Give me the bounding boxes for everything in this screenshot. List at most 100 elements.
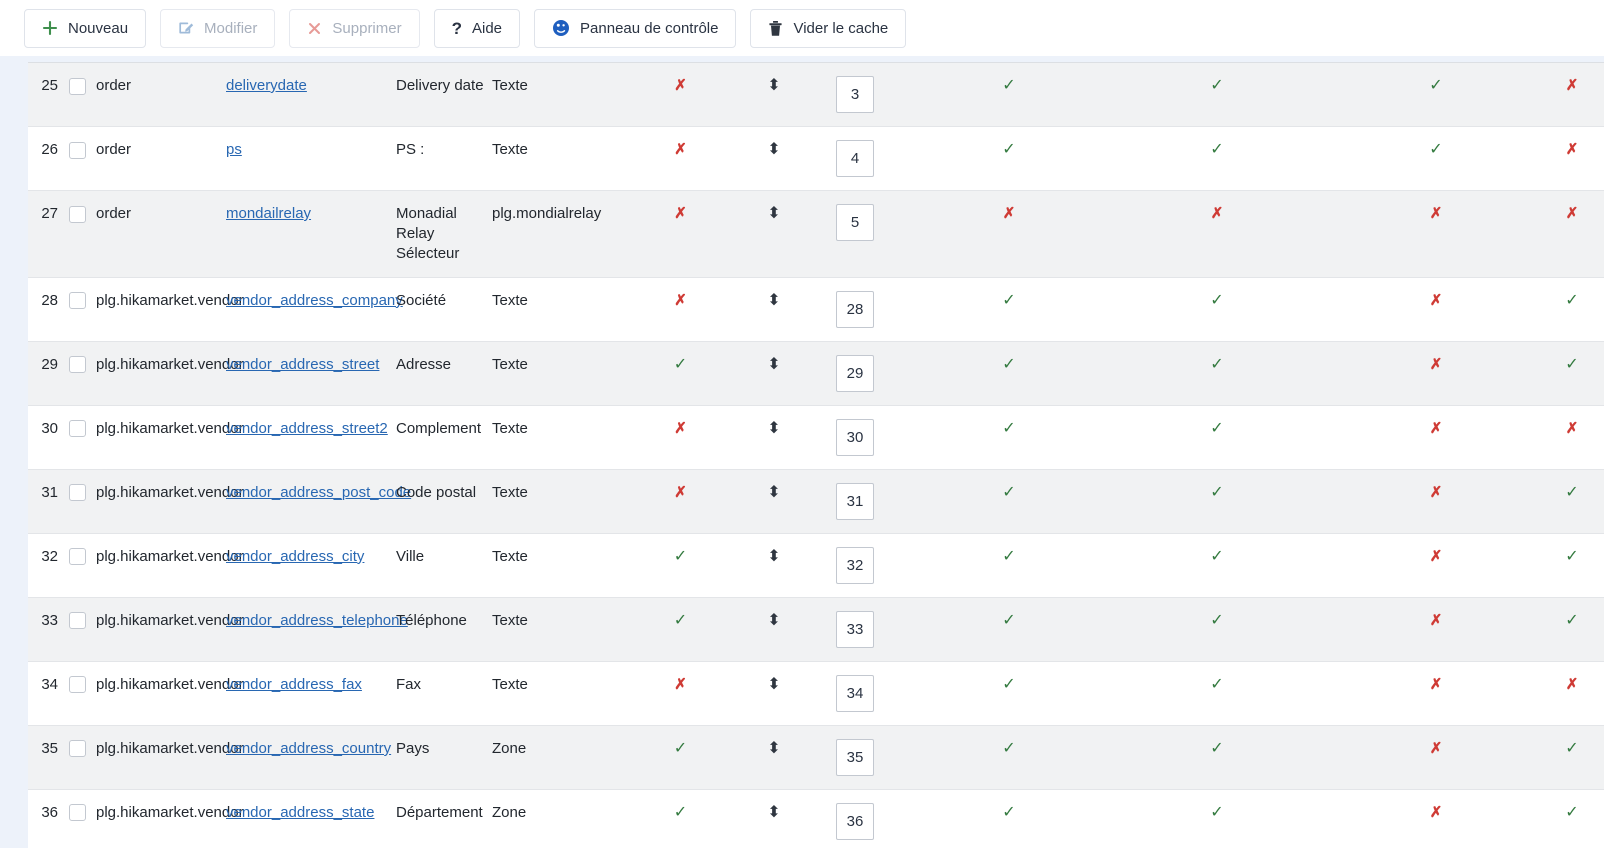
row-checkbox[interactable]	[68, 356, 86, 374]
order-value-input[interactable]: 31	[836, 482, 874, 520]
field-flag-c-cross-icon[interactable]: ✗	[1429, 205, 1443, 222]
row-checkbox[interactable]	[68, 141, 86, 159]
sort-updown-icon[interactable]: ⬍	[767, 737, 781, 757]
row-checkbox[interactable]	[68, 77, 86, 95]
row-checkbox[interactable]	[68, 420, 86, 438]
field-published-cross-icon[interactable]: ✗	[674, 483, 687, 501]
field-flag-a-tick-icon[interactable]: ✓	[1002, 483, 1016, 501]
sort-updown-icon[interactable]: ⬍	[767, 353, 781, 373]
field-flag-b-cross-icon[interactable]: ✗	[1210, 205, 1224, 222]
field-name-link[interactable]: vendor_address_city	[226, 547, 365, 565]
row-checkbox[interactable]	[68, 205, 86, 223]
field-flag-c-cross-icon[interactable]: ✗	[1429, 291, 1443, 309]
field-flag-c-cross-icon[interactable]: ✗	[1429, 611, 1443, 629]
field-flag-d-tick-icon[interactable]: ✓	[1565, 547, 1579, 565]
field-name-link[interactable]: vendor_address_company	[226, 291, 403, 309]
row-checkbox[interactable]	[68, 804, 86, 822]
field-flag-d-cross-icon[interactable]: ✗	[1565, 205, 1579, 222]
field-flag-a-tick-icon[interactable]: ✓	[1002, 77, 1016, 94]
field-flag-a-tick-icon[interactable]: ✓	[1002, 355, 1016, 373]
order-value-input[interactable]: 3	[836, 76, 874, 113]
field-name-link[interactable]: vendor_address_country	[226, 739, 392, 757]
field-published-cross-icon[interactable]: ✗	[674, 205, 687, 222]
field-flag-c-cross-icon[interactable]: ✗	[1429, 547, 1443, 565]
order-value-input[interactable]: 28	[836, 290, 874, 328]
field-flag-a-tick-icon[interactable]: ✓	[1002, 611, 1016, 629]
field-flag-b-tick-icon[interactable]: ✓	[1210, 77, 1224, 94]
sort-updown-icon[interactable]: ⬍	[767, 417, 781, 437]
field-flag-d-cross-icon[interactable]: ✗	[1565, 675, 1579, 693]
sort-updown-icon[interactable]: ⬍	[767, 609, 781, 629]
field-flag-d-tick-icon[interactable]: ✓	[1565, 483, 1579, 501]
field-flag-a-tick-icon[interactable]: ✓	[1002, 675, 1016, 693]
sort-updown-icon[interactable]: ⬍	[767, 75, 781, 94]
field-flag-c-tick-icon[interactable]: ✓	[1429, 77, 1443, 94]
sort-updown-icon[interactable]: ⬍	[767, 203, 781, 222]
field-flag-a-tick-icon[interactable]: ✓	[1002, 419, 1016, 437]
field-name-link[interactable]: deliverydate	[226, 77, 307, 94]
field-flag-b-tick-icon[interactable]: ✓	[1210, 291, 1224, 309]
field-flag-b-tick-icon[interactable]: ✓	[1210, 419, 1224, 437]
field-published-cross-icon[interactable]: ✗	[674, 675, 687, 693]
field-flag-b-tick-icon[interactable]: ✓	[1210, 355, 1224, 373]
sort-updown-icon[interactable]: ⬍	[767, 139, 781, 158]
field-name-link[interactable]: mondailrelay	[226, 205, 312, 222]
field-published-cross-icon[interactable]: ✗	[674, 419, 687, 437]
field-published-cross-icon[interactable]: ✗	[674, 77, 687, 94]
field-published-tick-icon[interactable]: ✓	[673, 355, 688, 373]
field-name-link[interactable]: vendor_address_fax	[226, 675, 362, 693]
field-name-link[interactable]: ps	[226, 141, 242, 158]
order-value-input[interactable]: 4	[836, 140, 874, 177]
field-flag-b-tick-icon[interactable]: ✓	[1210, 547, 1224, 565]
field-flag-d-tick-icon[interactable]: ✓	[1565, 739, 1579, 757]
field-flag-c-cross-icon[interactable]: ✗	[1429, 355, 1443, 373]
field-published-cross-icon[interactable]: ✗	[674, 291, 687, 309]
field-name-link[interactable]: vendor_address_street2	[226, 419, 388, 437]
field-flag-b-tick-icon[interactable]: ✓	[1210, 675, 1224, 693]
sort-updown-icon[interactable]: ⬍	[767, 289, 781, 309]
field-flag-c-cross-icon[interactable]: ✗	[1429, 675, 1443, 693]
field-flag-b-tick-icon[interactable]: ✓	[1210, 803, 1224, 821]
toolbar-button-aide[interactable]: ? Aide	[433, 8, 521, 48]
row-checkbox[interactable]	[68, 676, 86, 694]
field-flag-b-tick-icon[interactable]: ✓	[1210, 141, 1224, 158]
sort-updown-icon[interactable]: ⬍	[767, 673, 781, 693]
order-value-input[interactable]: 35	[836, 738, 874, 776]
field-name-link[interactable]: vendor_address_post_code	[226, 483, 412, 501]
field-flag-a-tick-icon[interactable]: ✓	[1002, 141, 1016, 158]
field-flag-d-tick-icon[interactable]: ✓	[1565, 291, 1579, 309]
field-flag-c-cross-icon[interactable]: ✗	[1429, 419, 1443, 437]
field-published-tick-icon[interactable]: ✓	[673, 739, 688, 757]
sort-updown-icon[interactable]: ⬍	[767, 481, 781, 501]
field-flag-d-tick-icon[interactable]: ✓	[1565, 611, 1579, 629]
field-flag-b-tick-icon[interactable]: ✓	[1210, 483, 1224, 501]
sort-updown-icon[interactable]: ⬍	[767, 801, 781, 821]
order-value-input[interactable]: 5	[836, 204, 874, 241]
row-checkbox[interactable]	[68, 292, 86, 310]
order-value-input[interactable]: 34	[836, 674, 874, 712]
field-flag-a-tick-icon[interactable]: ✓	[1002, 803, 1016, 821]
field-flag-a-tick-icon[interactable]: ✓	[1002, 291, 1016, 309]
sort-updown-icon[interactable]: ⬍	[767, 545, 781, 565]
toolbar-button-vider-le-cache[interactable]: Vider le cache	[750, 8, 907, 48]
field-flag-a-cross-icon[interactable]: ✗	[1002, 205, 1016, 222]
toolbar-button-nouveau[interactable]: Nouveau	[24, 8, 147, 48]
row-checkbox[interactable]	[68, 548, 86, 566]
field-published-tick-icon[interactable]: ✓	[673, 803, 688, 821]
field-flag-a-tick-icon[interactable]: ✓	[1002, 739, 1016, 757]
field-flag-c-cross-icon[interactable]: ✗	[1429, 803, 1443, 821]
order-value-input[interactable]: 33	[836, 610, 874, 648]
row-checkbox[interactable]	[68, 740, 86, 758]
row-checkbox[interactable]	[68, 484, 86, 502]
order-value-input[interactable]: 30	[836, 418, 874, 456]
field-name-link[interactable]: vendor_address_street	[226, 355, 380, 373]
field-flag-d-cross-icon[interactable]: ✗	[1565, 77, 1579, 94]
field-flag-b-tick-icon[interactable]: ✓	[1210, 739, 1224, 757]
field-flag-b-tick-icon[interactable]: ✓	[1210, 611, 1224, 629]
field-flag-c-cross-icon[interactable]: ✗	[1429, 739, 1443, 757]
field-published-cross-icon[interactable]: ✗	[674, 141, 687, 158]
field-published-tick-icon[interactable]: ✓	[673, 547, 688, 565]
field-published-tick-icon[interactable]: ✓	[673, 611, 688, 629]
field-flag-d-cross-icon[interactable]: ✗	[1565, 141, 1579, 158]
order-value-input[interactable]: 32	[836, 546, 874, 584]
